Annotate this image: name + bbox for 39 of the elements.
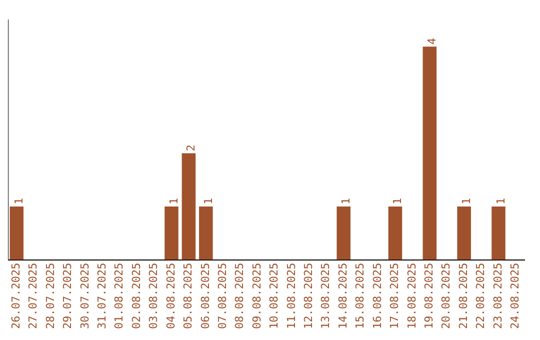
x-tick-label: 13.08.2025 [319, 262, 332, 330]
x-tick-label: 24.08.2025 [508, 262, 522, 330]
data-label: 4 [426, 38, 439, 45]
data-label: 2 [184, 144, 198, 152]
data-label: 1 [391, 198, 404, 204]
data-label: 1 [494, 198, 508, 204]
x-tick-label: 10.08.2025 [268, 262, 281, 330]
x-tick-label: 21.08.2025 [456, 262, 470, 330]
x-tick-label: 08.08.2025 [233, 262, 246, 330]
x-tick-label: 31.07.2025 [96, 262, 109, 330]
x-tick-label: 09.08.2025 [250, 262, 264, 330]
x-tick-label: 19.08.2025 [422, 262, 436, 330]
x-tick-label: 26.07.2025 [9, 262, 22, 330]
x-tick-label: 22.08.2025 [474, 262, 488, 330]
data-label: 1 [167, 198, 180, 204]
x-tick-label: 18.08.2025 [405, 262, 418, 330]
data-label: 1 [202, 198, 215, 204]
x-tick-label: 23.08.2025 [491, 262, 504, 330]
x-tick-label: 01.08.2025 [112, 262, 126, 330]
x-tick-label: 03.08.2025 [147, 262, 160, 330]
x-tick-label: 07.08.2025 [216, 262, 229, 330]
data-label: 1 [460, 198, 473, 204]
x-tick-label: 04.08.2025 [164, 262, 178, 330]
x-tick-label: 20.08.2025 [440, 262, 453, 330]
data-label: 1 [339, 198, 352, 204]
x-tick-label: 28.07.2025 [44, 262, 57, 330]
x-tick-label: 11.08.2025 [284, 262, 298, 330]
x-tick-label: 30.07.2025 [78, 262, 92, 330]
x-tick-label: 05.08.2025 [182, 262, 195, 330]
x-tick-label: 06.08.2025 [198, 262, 212, 330]
x-tick-label: 12.08.2025 [302, 262, 316, 330]
data-label: 1 [12, 198, 26, 204]
x-tick-label: 27.07.2025 [26, 262, 40, 330]
x-tick-label: 17.08.2025 [388, 262, 402, 330]
x-tick-label: 16.08.2025 [370, 262, 384, 330]
x-tick-label: 02.08.2025 [130, 262, 143, 330]
x-tick-label: 14.08.2025 [336, 262, 350, 330]
x-tick-label: 29.07.2025 [61, 262, 74, 330]
x-tick-label: 15.08.2025 [354, 262, 367, 330]
